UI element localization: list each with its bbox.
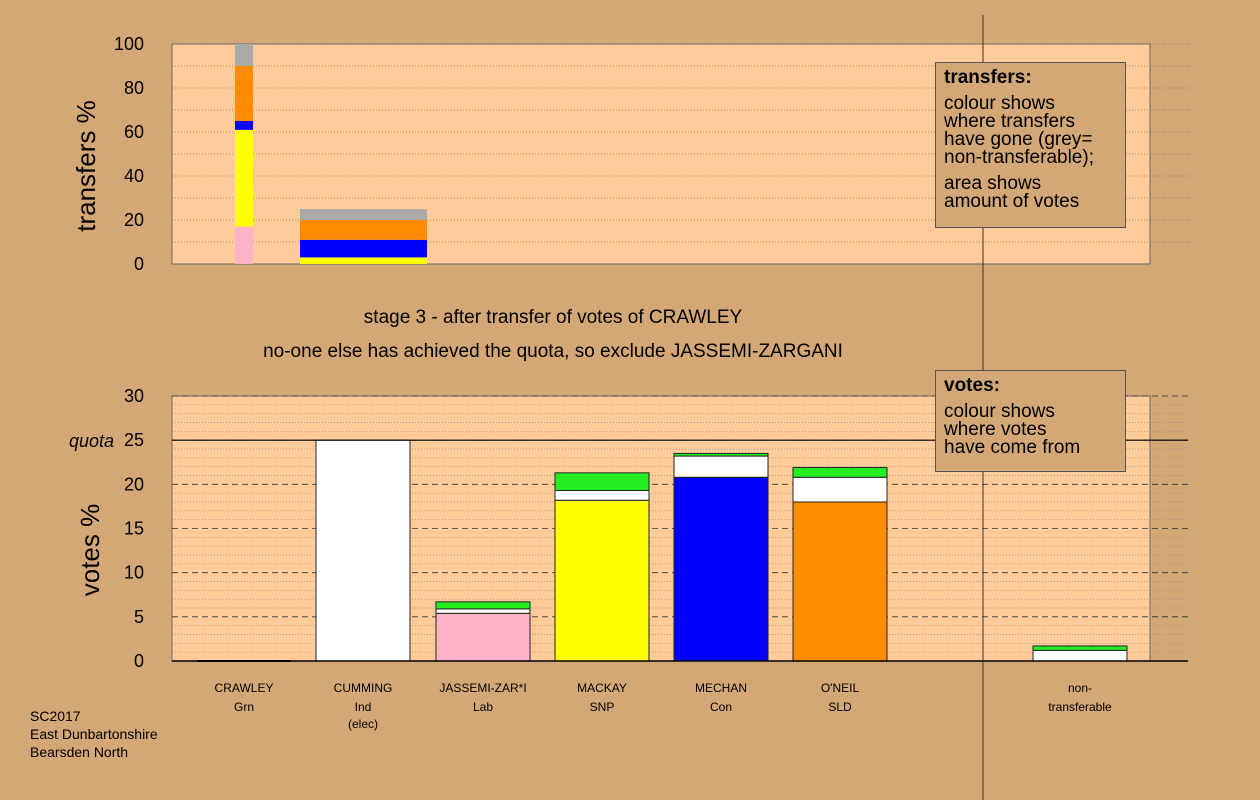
candidate-party: Lab [473, 700, 493, 714]
votes-ytick-label: 0 [134, 651, 144, 671]
votes-ytick-label: 5 [134, 607, 144, 627]
candidate-party: Ind [355, 700, 372, 714]
transfers-ytick-label: 20 [124, 210, 144, 230]
votes-segment [554, 499, 650, 662]
votes-segment [435, 612, 531, 662]
votes-segment [792, 501, 888, 662]
candidate-name: JASSEMI-ZAR*I [439, 681, 526, 695]
stage-text: stage 3 - after transfer of votes of CRA… [364, 307, 743, 328]
candidate-party: SNP [590, 700, 615, 714]
transfers-legend-title: transfers: [944, 67, 1032, 88]
footer-line: Bearsden North [30, 744, 129, 760]
transfers-segment [235, 129, 253, 227]
candidate-name: non- [1068, 681, 1092, 695]
candidate-name: O'NEIL [821, 681, 860, 695]
transfers-ytick-label: 80 [124, 78, 144, 98]
transfers-legend: transfers: colour shows where transfers … [935, 62, 1126, 228]
candidate-name: CRAWLEY [215, 681, 274, 695]
transfers-legend-line: non-transferable); [944, 147, 1094, 168]
bottom-ylabel: votes % [75, 504, 105, 597]
votes-legend: votes: colour shows where votes have com… [935, 370, 1126, 472]
transfers-segment [235, 226, 253, 264]
votes-segment [792, 467, 888, 478]
votes-ytick-label: 10 [124, 563, 144, 583]
top-ylabel: transfers % [71, 100, 101, 232]
votes-segment [1032, 649, 1128, 662]
votes-segment [435, 608, 531, 614]
votes-segment [1032, 645, 1128, 651]
votes-legend-line: colour shows [944, 401, 1055, 422]
transfers-segment [235, 121, 253, 130]
candidate-party: SLD [828, 700, 852, 714]
votes-segment [315, 439, 411, 662]
transfers-legend-line: area shows [944, 173, 1042, 194]
transfers-legend-line: have gone (grey= [944, 129, 1093, 150]
votes-segment [792, 476, 888, 503]
candidate-name: MECHAN [695, 681, 747, 695]
footer: SC2017 East Dunbartonshire Bearsden Nort… [30, 707, 158, 761]
transfers-segment [300, 209, 427, 220]
votes-legend-line: have come from [944, 437, 1081, 458]
votes-ytick-label: 30 [124, 386, 144, 406]
votes-segment [673, 476, 769, 662]
transfers-ytick-label: 40 [124, 166, 144, 186]
transfers-segment [300, 257, 427, 264]
stage-note: no-one else has achieved the quota, so e… [263, 341, 843, 362]
transfers-legend-line: amount of votes [944, 191, 1080, 212]
votes-ytick-label: 15 [124, 519, 144, 539]
transfers-segment [235, 44, 253, 66]
transfers-segment [235, 66, 253, 121]
votes-segment [673, 455, 769, 478]
transfers-segment [300, 220, 427, 240]
votes-segment [435, 601, 531, 610]
transfers-legend-line: colour shows [944, 93, 1055, 114]
votes-ytick-label: 25 [124, 430, 144, 450]
footer-line: SC2017 [30, 708, 81, 724]
transfers-segment [300, 239, 427, 258]
transfers-ytick-label: 100 [114, 34, 144, 54]
quota-label: quota [69, 431, 114, 451]
candidate-party: Grn [234, 700, 254, 714]
candidate-name: CUMMING [334, 681, 393, 695]
votes-segment [554, 490, 650, 501]
votes-legend-line: where votes [944, 419, 1047, 440]
votes-segment [673, 452, 769, 457]
footer-line: East Dunbartonshire [30, 726, 158, 742]
candidate-note: (elec) [348, 717, 378, 731]
transfers-ytick-label: 0 [134, 254, 144, 274]
candidate-party: transferable [1048, 700, 1112, 714]
transfers-legend-line: where transfers [944, 111, 1075, 132]
votes-legend-title: votes: [944, 375, 1000, 396]
candidate-name: MACKAY [577, 681, 627, 695]
candidate-party: Con [710, 700, 732, 714]
transfers-ytick-label: 60 [124, 122, 144, 142]
votes-ytick-label: 20 [124, 474, 144, 494]
votes-segment [554, 472, 650, 492]
